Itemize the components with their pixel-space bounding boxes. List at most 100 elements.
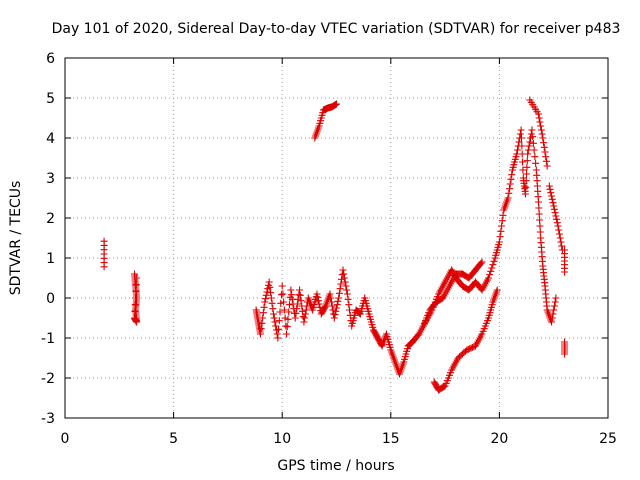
data-point-marker: [552, 212, 560, 220]
data-point-marker: [541, 148, 549, 156]
data-point-marker: [269, 305, 277, 313]
data-point-marker: [498, 217, 506, 225]
data-point-marker: [343, 290, 351, 298]
y-tick-label: 1: [46, 251, 55, 267]
data-point-marker: [345, 301, 353, 309]
data-point-marker: [283, 323, 291, 331]
data-point-marker: [297, 297, 305, 305]
data-point-marker: [337, 280, 345, 288]
y-tick-label: 3: [46, 171, 55, 187]
axis-ticks: 0 5 10 15 20 25 -3 -2 -1 0 1 2 3 4 5 6: [41, 51, 617, 447]
data-point-marker: [547, 189, 555, 197]
x-tick-label: 25: [599, 431, 617, 447]
data-point-marker: [271, 318, 279, 326]
data-point-marker: [333, 304, 340, 312]
data-point-marker: [522, 177, 530, 185]
data-point-marker: [519, 158, 527, 166]
data-point-marker: [280, 298, 288, 306]
data-point-marker: [280, 306, 288, 314]
data-point-marker: [277, 299, 285, 307]
data-point-marker: [339, 266, 347, 274]
data-point-marker: [340, 274, 348, 282]
data-point-marker: [131, 301, 139, 309]
y-axis-label: SDTVAR / TECUs: [8, 181, 24, 296]
data-point-marker: [549, 310, 557, 318]
y-tick-label: 5: [46, 91, 55, 107]
data-point-marker: [265, 278, 273, 286]
data-point-marker: [499, 211, 507, 219]
data-point-marker: [291, 314, 299, 322]
data-point-marker: [273, 330, 281, 338]
data-point-marker: [328, 302, 336, 310]
data-point-marker: [131, 314, 139, 322]
data-point-marker: [526, 138, 534, 146]
data-point-marker: [536, 228, 544, 236]
data-point-marker: [477, 259, 485, 267]
data-point-marker: [327, 298, 335, 306]
data-point-marker: [536, 216, 544, 224]
data-point-marker: [263, 288, 271, 296]
data-point-marker: [133, 274, 141, 282]
data-point-marker: [535, 204, 543, 212]
data-point-marker: [504, 194, 512, 202]
data-point-marker: [517, 134, 525, 142]
data-point-marker: [296, 286, 304, 294]
data-point-marker: [285, 301, 293, 309]
data-point-marker: [293, 300, 301, 308]
x-tick-label: 20: [490, 431, 508, 447]
data-point-marker: [327, 294, 335, 302]
data-point-marker: [301, 314, 309, 322]
data-point-marker: [295, 291, 303, 299]
data-point-marker: [268, 299, 276, 307]
data-point-marker: [506, 180, 514, 188]
data-point-marker: [100, 263, 108, 271]
data-point-marker: [274, 334, 282, 342]
x-axis-label: GPS time / hours: [277, 458, 394, 474]
data-point-marker: [490, 257, 498, 265]
data-point-marker: [292, 309, 300, 317]
data-point-marker: [536, 118, 544, 126]
data-point-marker: [301, 310, 309, 318]
data-point-marker: [321, 303, 329, 311]
data-point-marker: [281, 314, 289, 322]
data-point-marker: [561, 268, 569, 276]
data-point-marker: [296, 291, 304, 299]
data-point-marker: [259, 309, 267, 317]
data-point-marker: [517, 126, 525, 134]
data-point-marker: [256, 330, 264, 338]
data-point-marker: [346, 306, 354, 314]
data-point-marker: [528, 126, 536, 134]
data-point-marker: [523, 157, 531, 165]
data-point-marker: [332, 307, 340, 315]
data-point-marker: [545, 182, 553, 190]
data-point-marker: [549, 199, 557, 207]
data-point-marker: [551, 298, 559, 306]
data-point-marker: [132, 281, 140, 289]
data-point-marker: [487, 267, 495, 275]
y-tick-label: -1: [41, 331, 55, 347]
data-point-marker: [553, 219, 561, 227]
data-point-marker: [518, 142, 526, 150]
data-point-marker: [343, 286, 351, 294]
data-point-marker: [523, 170, 531, 178]
data-point-marker: [294, 295, 302, 303]
data-point-marker: [508, 171, 516, 179]
data-point-marker: [270, 310, 278, 318]
data-point-marker: [534, 110, 542, 118]
data-point-marker: [132, 287, 140, 295]
data-point-marker: [550, 202, 558, 210]
data-point-marker: [342, 282, 350, 290]
y-tick-label: -3: [41, 411, 55, 427]
data-point-marker: [340, 270, 348, 278]
data-point-marker: [258, 319, 266, 327]
data-point-marker: [540, 139, 548, 147]
data-point-marker: [519, 166, 527, 174]
data-point-marker: [495, 238, 503, 246]
data-point-marker: [529, 133, 537, 141]
data-point-marker: [478, 258, 486, 266]
data-point-marker: [282, 322, 290, 330]
data-point-marker: [546, 185, 554, 193]
data-point-marker: [315, 300, 323, 308]
data-point-marker: [257, 325, 265, 333]
data-point-marker: [529, 139, 537, 147]
